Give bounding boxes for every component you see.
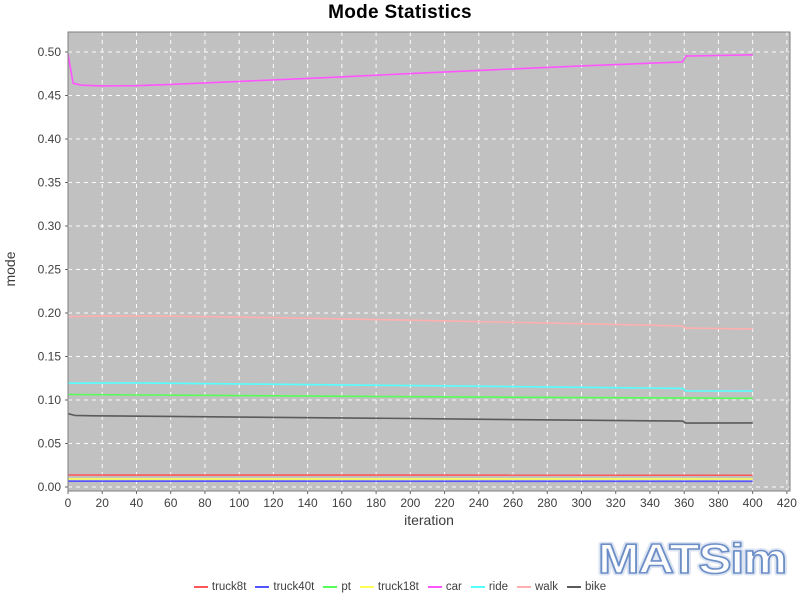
y-tick-label: 0.30 — [38, 219, 62, 233]
legend-label-truck18t: truck18t — [377, 581, 419, 593]
x-tick-label: 20 — [96, 496, 110, 510]
matsim-logo-text: MATSim — [598, 535, 786, 582]
y-tick-label: 0.50 — [38, 45, 62, 59]
plot-border — [67, 31, 791, 492]
x-tick-label: 220 — [435, 496, 455, 510]
legend-swatch-truck40t — [255, 586, 270, 588]
legend-item-walk: walk — [517, 581, 558, 593]
y-tick-label: 0.40 — [38, 132, 62, 146]
x-tick-label: 160 — [332, 496, 352, 510]
x-tick-label: 140 — [298, 496, 318, 510]
legend-swatch-bike — [567, 586, 582, 588]
x-tick-label: 320 — [606, 496, 626, 510]
x-tick-label: 260 — [503, 496, 523, 510]
x-tick-label: 280 — [537, 496, 557, 510]
legend-swatch-pt — [323, 586, 338, 588]
legend-swatch-ride — [470, 586, 485, 588]
legend-item-car: car — [427, 581, 462, 593]
x-tick-label: 200 — [400, 496, 420, 510]
legend-swatch-truck8t — [193, 586, 208, 588]
x-tick-label: 40 — [130, 496, 144, 510]
gridlines — [67, 32, 790, 491]
x-tick-label: 400 — [743, 496, 763, 510]
series-line-pt — [67, 393, 753, 400]
x-tick-label: 420 — [777, 496, 797, 510]
x-tick-label: 240 — [469, 496, 489, 510]
x-tick-label: 100 — [229, 496, 249, 510]
legend-label-truck8t: truck8t — [211, 581, 247, 593]
y-tick-label: 0.05 — [38, 437, 62, 451]
axis-tick-marks — [65, 51, 788, 494]
y-tick-label: 0.25 — [38, 263, 62, 277]
legend-label-truck40t: truck40t — [273, 581, 315, 593]
legend-label-pt: pt — [341, 581, 351, 593]
y-tick-label: 0.35 — [38, 176, 62, 190]
y-tick-label: 0.00 — [38, 480, 62, 494]
x-axis-title: iteration — [404, 512, 454, 528]
legend-swatch-car — [427, 586, 442, 588]
legend-item-truck18t: truck18t — [359, 581, 419, 593]
x-tick-label: 80 — [198, 496, 212, 510]
legend-item-pt: pt — [323, 581, 351, 593]
x-tick-label: 300 — [571, 496, 591, 510]
series-line-bike — [67, 412, 753, 424]
y-axis-title: mode — [2, 251, 18, 287]
legend-label-car: car — [445, 581, 462, 593]
legend-item-truck8t: truck8t — [193, 581, 247, 593]
y-tick-label: 0.15 — [38, 350, 62, 364]
legend-item-truck40t: truck40t — [255, 581, 314, 593]
matsim-logo-glow: MATSim — [598, 535, 786, 582]
y-tick-label: 0.10 — [38, 393, 62, 407]
legend-item-ride: ride — [470, 581, 508, 593]
x-tick-label: 340 — [640, 496, 660, 510]
x-tick-label: 180 — [366, 496, 386, 510]
y-tick-label: 0.20 — [38, 306, 62, 320]
matsim-logo: MATSim MATSim — [596, 534, 790, 582]
legend-item-bike: bike — [567, 581, 606, 593]
series-lines — [67, 54, 753, 483]
series-line-walk — [67, 315, 753, 330]
x-tick-label: 380 — [708, 496, 728, 510]
x-tick-label: 0 — [65, 496, 72, 510]
series-line-ride — [67, 382, 753, 392]
legend-label-bike: bike — [585, 581, 607, 593]
legend-label-ride: ride — [488, 581, 508, 593]
x-tick-label: 120 — [263, 496, 283, 510]
legend-swatch-truck18t — [359, 586, 374, 588]
legend-label-walk: walk — [535, 581, 559, 593]
x-tick-label: 60 — [164, 496, 178, 510]
legend-swatch-walk — [517, 586, 531, 588]
series-line-car — [67, 54, 753, 87]
y-tick-label: 0.45 — [38, 89, 62, 103]
x-tick-label: 360 — [674, 496, 694, 510]
plot-background — [68, 32, 790, 491]
legend: truck8t truck40t pt truck18t car ride walk bike — [0, 581, 800, 593]
chart-title: Mode Statistics — [328, 2, 472, 23]
axis-tick-labels: 0 20 40 60 80 100 120 140 160 180 200 220 240 260 280 3… — [38, 45, 798, 510]
